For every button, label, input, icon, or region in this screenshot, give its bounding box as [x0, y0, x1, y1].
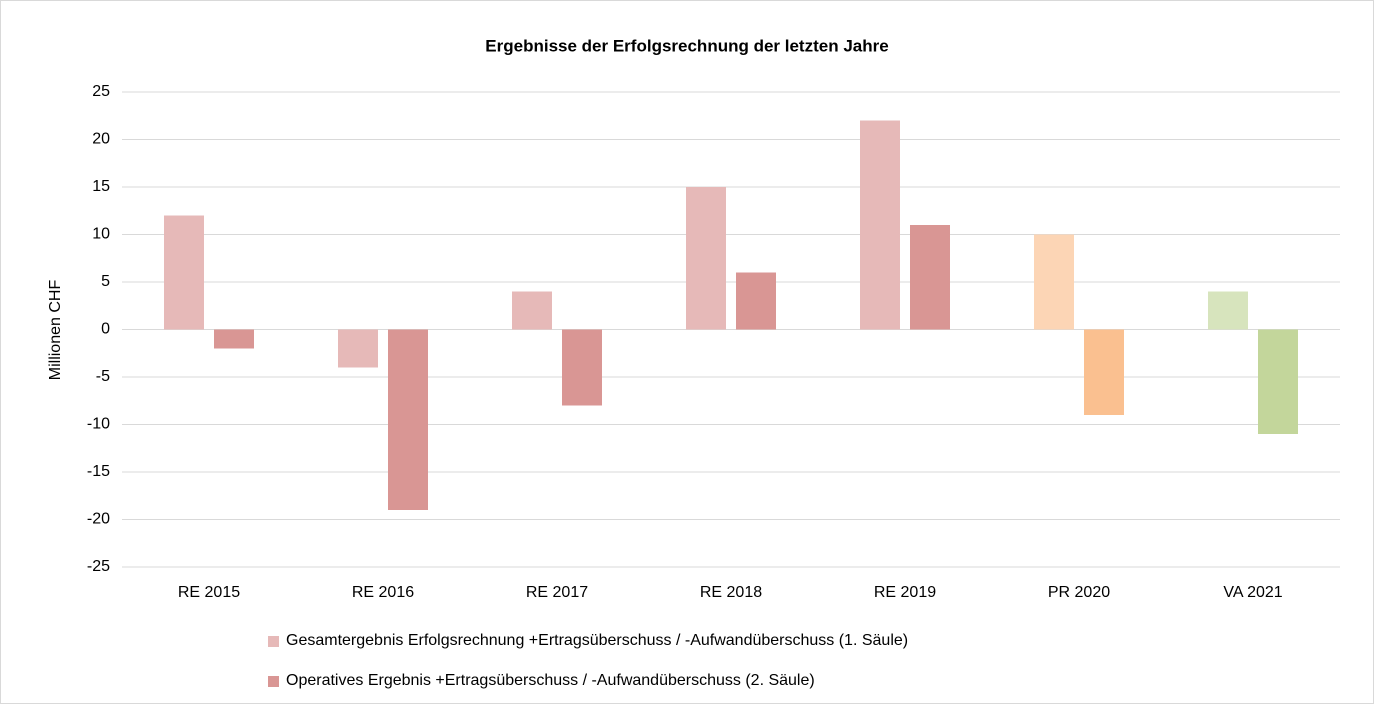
y-tick-label: 25 [92, 83, 110, 100]
bar [860, 120, 900, 330]
x-tick-label: RE 2019 [874, 584, 936, 601]
y-tick-label: -10 [87, 416, 110, 433]
bar [388, 329, 428, 510]
legend-swatch [268, 676, 279, 687]
y-tick-label: -20 [87, 511, 110, 528]
y-tick-label: 5 [101, 273, 110, 290]
bar [562, 329, 602, 406]
y-tick-label: -15 [87, 463, 110, 480]
x-tick-label: RE 2015 [178, 584, 240, 601]
bar [1208, 291, 1248, 330]
bar [686, 187, 726, 330]
bar [910, 225, 950, 330]
bar [1034, 234, 1074, 330]
y-axis-label: Millionen CHF [47, 280, 64, 381]
y-tick-label: 20 [92, 131, 110, 148]
legend-swatch [268, 636, 279, 647]
legend-label: Operatives Ergebnis +Ertragsüberschuss /… [286, 672, 815, 689]
x-tick-label: RE 2018 [700, 584, 762, 601]
x-tick-label: VA 2021 [1223, 584, 1282, 601]
y-tick-label: -5 [96, 368, 110, 385]
y-tick-label: 0 [101, 321, 110, 338]
legend-label: Gesamtergebnis Erfolgsrechnung +Ertragsü… [286, 632, 908, 649]
bar [338, 329, 378, 368]
y-tick-label: -25 [87, 558, 110, 575]
bar [214, 329, 254, 349]
y-tick-label: 15 [92, 178, 110, 195]
bar [1084, 329, 1124, 415]
chart-title: Ergebnisse der Erfolgsrechnung der letzt… [485, 36, 888, 55]
x-tick-label: RE 2016 [352, 584, 414, 601]
y-tick-label: 10 [92, 226, 110, 243]
bar [1258, 329, 1298, 434]
x-tick-label: RE 2017 [526, 584, 588, 601]
bar [164, 215, 204, 330]
bar [736, 272, 776, 330]
x-tick-label: PR 2020 [1048, 584, 1110, 601]
bar [512, 291, 552, 330]
